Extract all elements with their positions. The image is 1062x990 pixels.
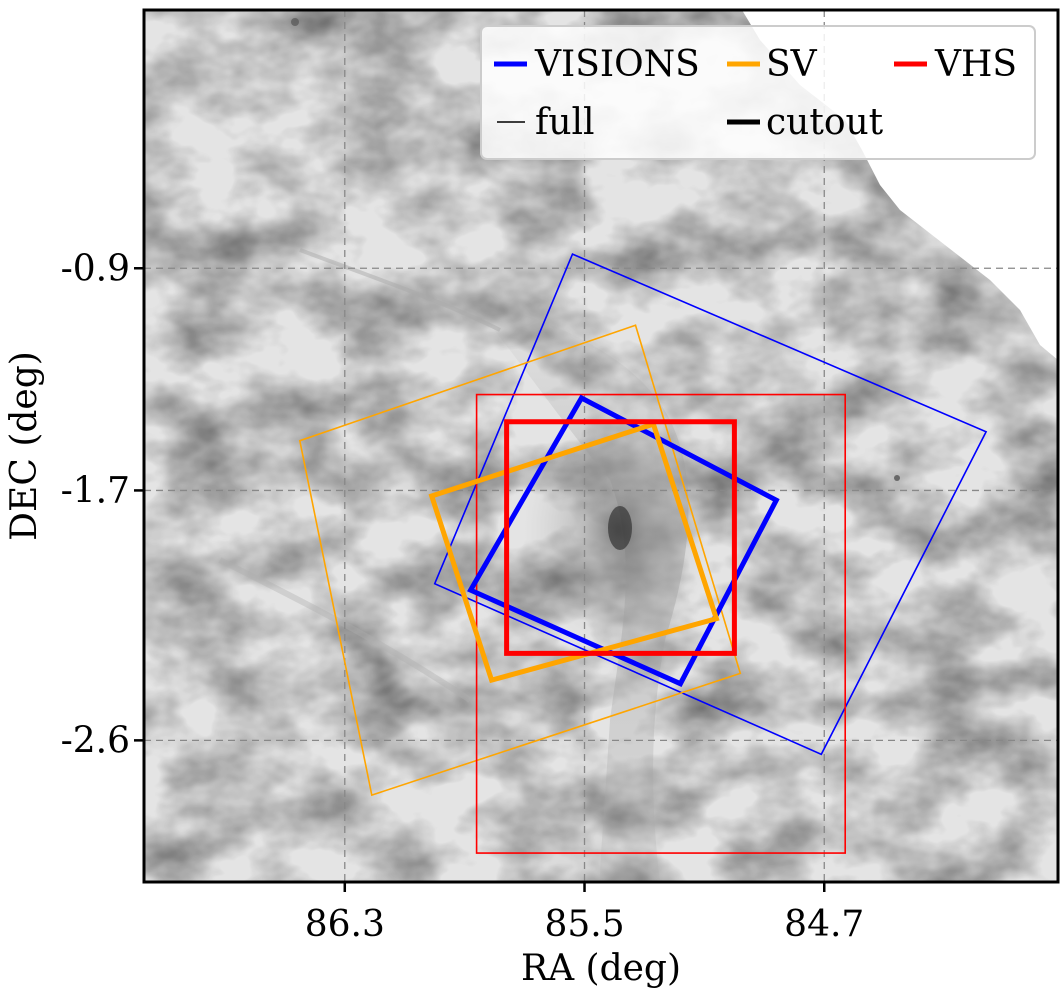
- map-wisp: [218, 557, 472, 703]
- map-source: [291, 18, 299, 26]
- legend-label: VHS: [934, 44, 1017, 85]
- legend-entry-full: full: [497, 102, 595, 143]
- x-axis-ticks: 86.3 85.5 84.7: [305, 882, 864, 945]
- footprints: [298, 253, 988, 854]
- legend-entry-visions: VISIONS: [494, 44, 700, 85]
- map-source: [894, 475, 900, 481]
- map-core-bright: [608, 506, 632, 550]
- x-axis-title: RA (deg): [521, 948, 681, 989]
- legend-entry-sv: SV: [727, 44, 818, 85]
- footprint-visions-full: [433, 253, 988, 756]
- footprint-vhs-cutout: [504, 419, 737, 656]
- legend-label: cutout: [766, 102, 884, 143]
- plot-frame: [142, 8, 1060, 884]
- y-tick-label: -0.9: [61, 248, 130, 289]
- legend-entry-vhs: VHS: [894, 44, 1017, 85]
- x-tick-label: 85.5: [544, 904, 624, 945]
- map-wisp: [299, 248, 501, 332]
- y-tick-label: -1.7: [61, 470, 130, 511]
- footprint-vhs-full: [475, 393, 847, 854]
- legend-label: VISIONS: [534, 44, 700, 85]
- legend: VISIONS SV VHS full cutout: [480, 25, 1036, 160]
- legend-label: SV: [766, 44, 818, 85]
- footprint-sv-full: [298, 324, 742, 797]
- legend-label: full: [535, 102, 595, 143]
- plot-area: 86.3 85.5 84.7 -0.9 -1.7 -2.6 RA (deg) DEC (…: [4, 8, 1060, 989]
- y-axis-ticks: -0.9 -1.7 -2.6: [61, 248, 144, 761]
- background-map: [144, 10, 1058, 882]
- legend-entry-cutout: cutout: [727, 102, 884, 143]
- x-tick-label: 84.7: [784, 904, 864, 945]
- legend-box: [480, 25, 1036, 160]
- y-tick-label: -2.6: [61, 720, 130, 761]
- x-tick-label: 86.3: [305, 904, 385, 945]
- y-axis-title: DEC (deg): [4, 351, 45, 541]
